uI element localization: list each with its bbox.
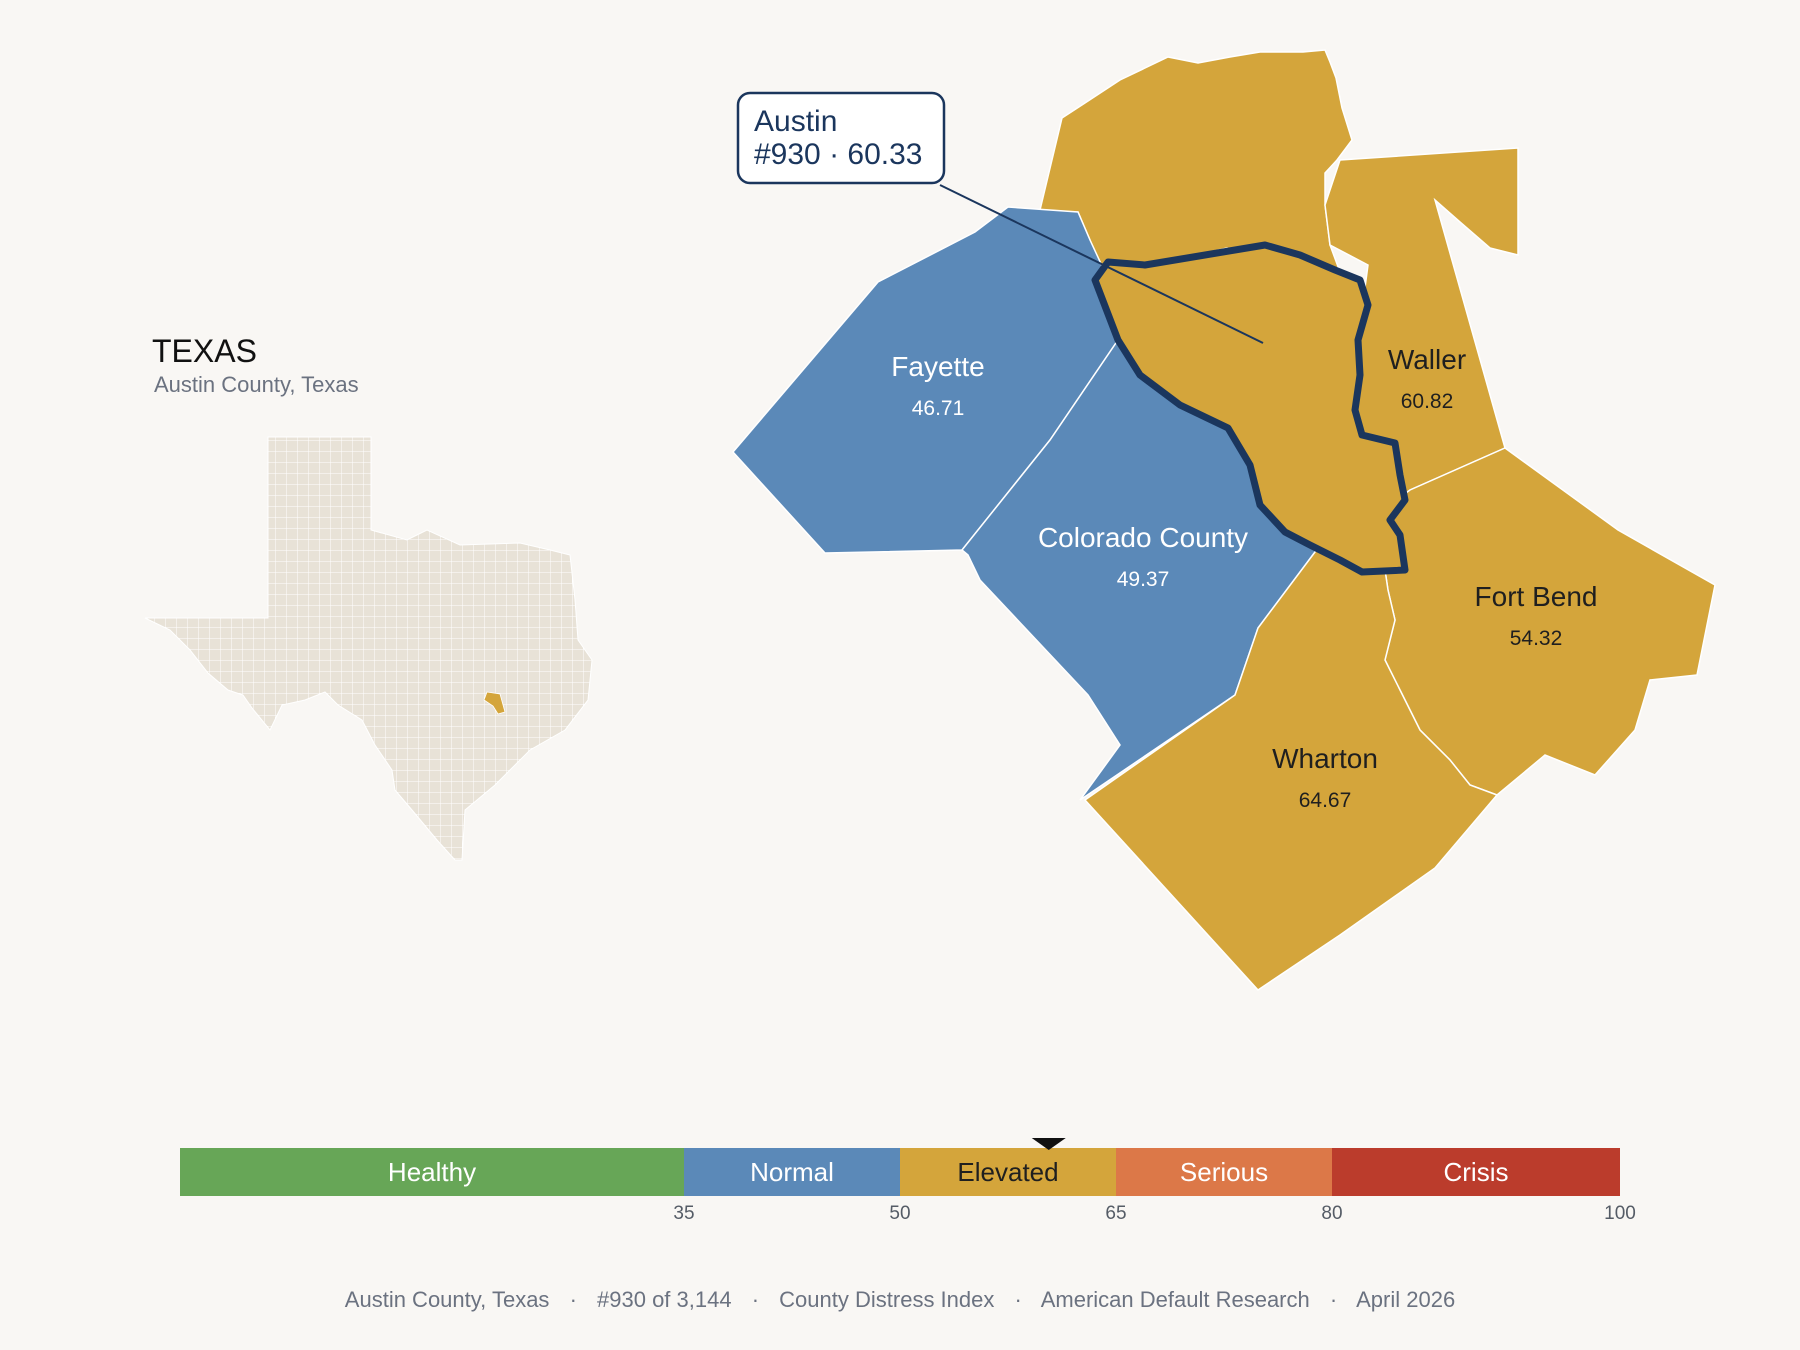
legend-band-elevated	[900, 1148, 1116, 1196]
county-wharton[interactable]	[1083, 547, 1499, 991]
footer-separator: ·	[1015, 1287, 1022, 1312]
legend-band-crisis	[1332, 1148, 1620, 1196]
county-label-fayette: Fayette	[891, 351, 984, 382]
footer-separator: ·	[570, 1287, 577, 1312]
county-score-fayette: 46.71	[912, 397, 965, 420]
texas-highlighted-county	[483, 691, 506, 715]
footer-separator: ·	[752, 1287, 759, 1312]
county-label-wharton: Wharton	[1272, 743, 1378, 774]
callout-leader-line	[939, 184, 1264, 344]
legend-label-serious: Serious	[1180, 1157, 1268, 1187]
footer-rank: #930 of 3,144	[597, 1287, 732, 1312]
legend-band-healthy	[180, 1148, 684, 1196]
state-inset-panel: TEXAS Austin County, Texas	[144, 333, 593, 861]
callout-county-name: Austin	[754, 105, 837, 138]
legend-band-normal	[684, 1148, 900, 1196]
legend-label-normal: Normal	[750, 1157, 834, 1187]
legend-tick-80: 80	[1321, 1203, 1342, 1224]
county-label-waller: Waller	[1388, 344, 1466, 375]
legend-marker-icon	[1031, 1138, 1066, 1150]
legend-tick-50: 50	[889, 1203, 910, 1224]
focus-callout: Austin #930 · 60.33	[736, 91, 1264, 344]
footer: Austin County, Texas · #930 of 3,144 · C…	[345, 1287, 1455, 1312]
callout-rank-score: #930 · 60.33	[754, 138, 922, 171]
county-score-wharton: 64.67	[1299, 789, 1352, 812]
county-label-fort-bend: Fort Bend	[1475, 581, 1598, 612]
state-title: TEXAS	[152, 333, 257, 369]
callout-box	[736, 91, 946, 185]
county-score-waller: 60.82	[1401, 390, 1454, 413]
footer-source: American Default Research	[1041, 1287, 1310, 1312]
regional-map: Fayette 46.71 Colorado County 49.37 Waller 60…	[732, 49, 1716, 991]
footer-date: April 2026	[1356, 1287, 1455, 1312]
footer-separator: ·	[1330, 1287, 1337, 1312]
legend-label-elevated: Elevated	[957, 1157, 1058, 1187]
legend-tick-65: 65	[1105, 1203, 1126, 1224]
county-label-colorado: Colorado County	[1038, 522, 1248, 553]
footer-index: County Distress Index	[779, 1287, 994, 1312]
legend-tick-100: 100	[1604, 1203, 1636, 1224]
texas-state-map	[144, 436, 593, 861]
legend-label-healthy: Healthy	[388, 1157, 476, 1187]
legend-band-serious	[1116, 1148, 1332, 1196]
distress-legend: Healthy Normal Elevated Serious Crisis 35 50 6…	[180, 1138, 1636, 1224]
county-austin-focus[interactable]	[1091, 241, 1409, 576]
county-score-fort-bend: 54.32	[1510, 627, 1563, 650]
county-score-colorado: 49.37	[1117, 568, 1170, 591]
legend-tick-35: 35	[673, 1203, 694, 1224]
footer-place: Austin County, Texas	[345, 1287, 550, 1312]
texas-county-grid	[145, 437, 592, 860]
state-subtitle: Austin County, Texas	[154, 372, 359, 397]
legend-label-crisis: Crisis	[1444, 1157, 1509, 1187]
